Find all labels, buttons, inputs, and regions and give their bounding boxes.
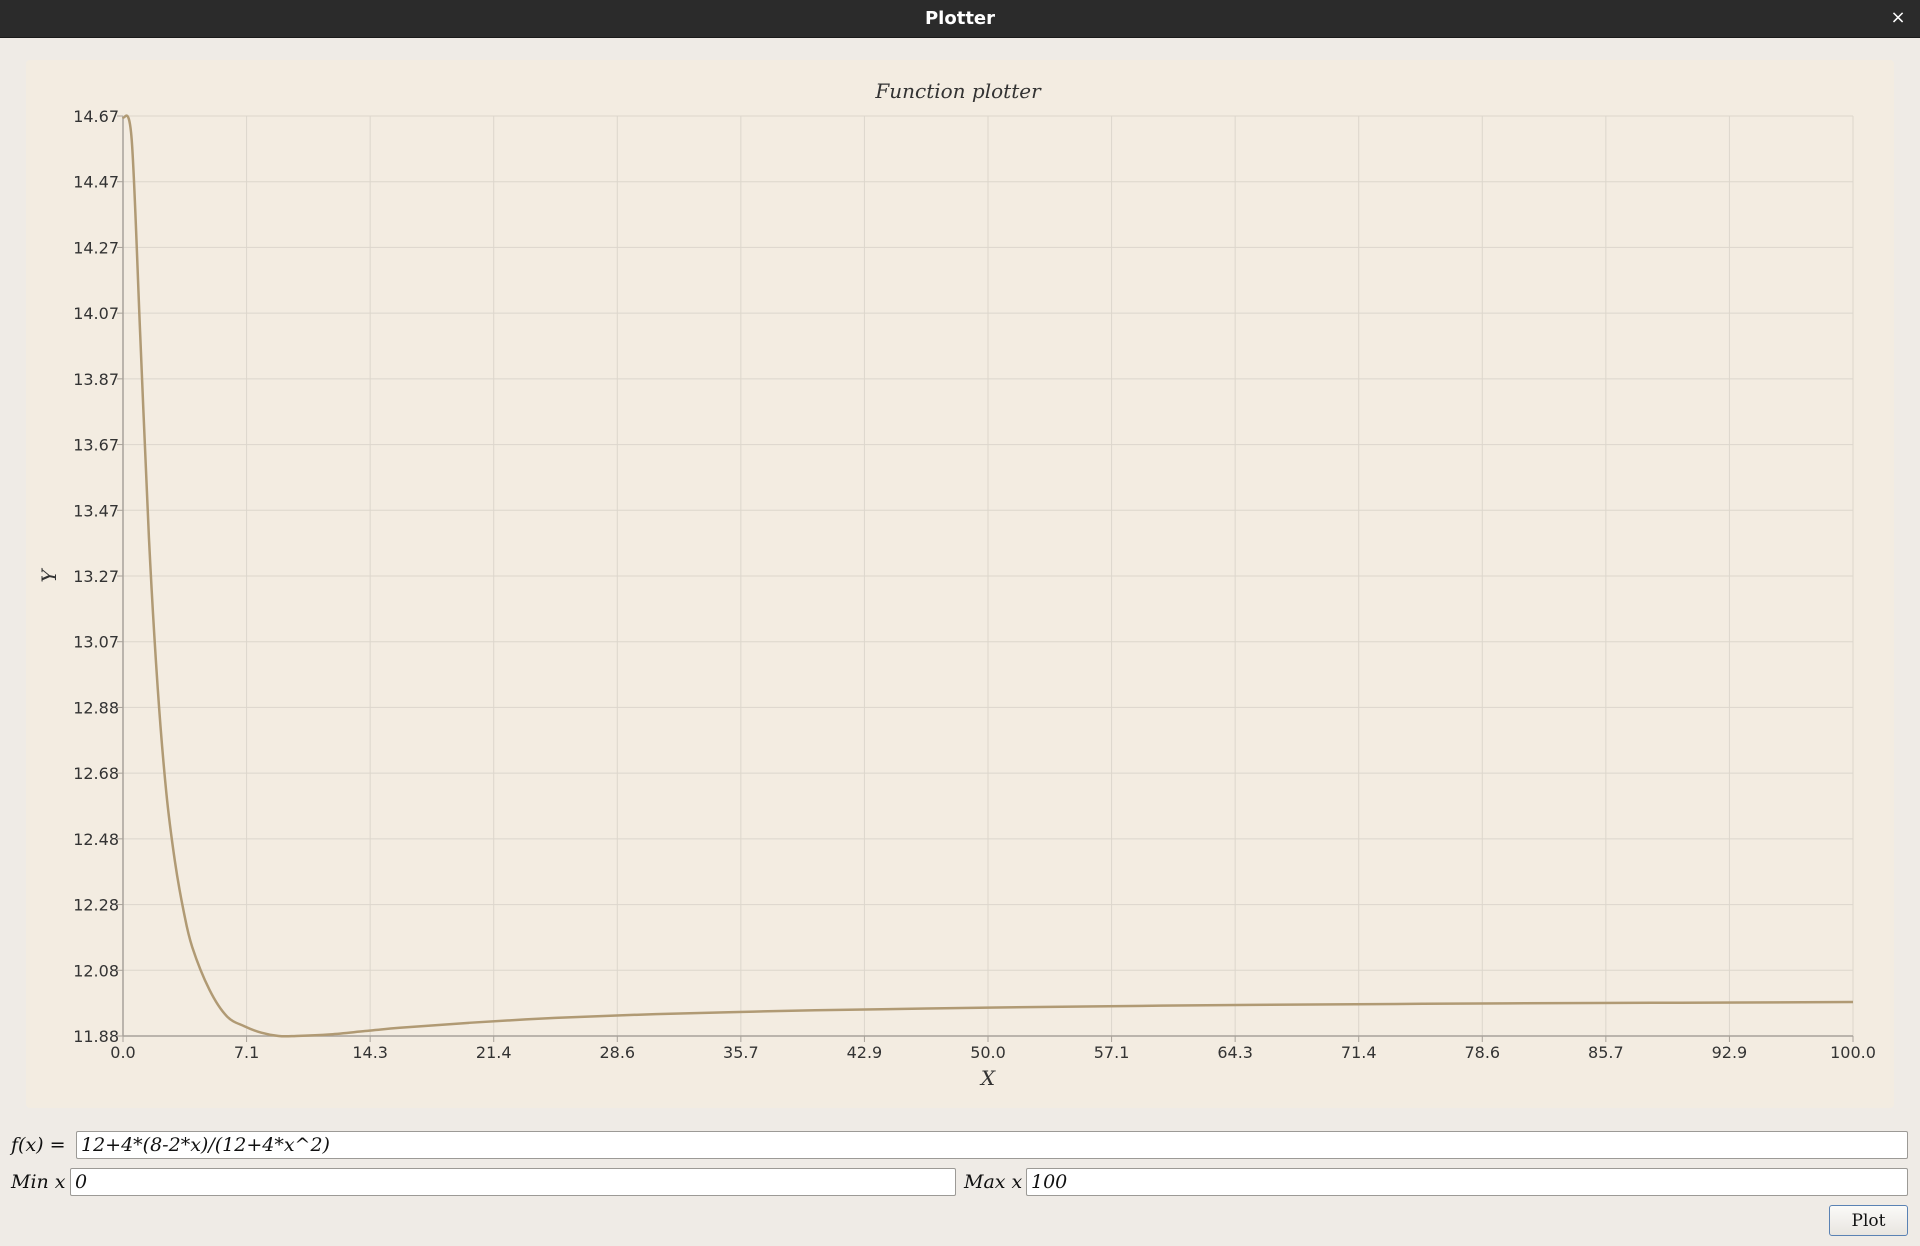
window-titlebar: Plotter × (0, 0, 1920, 38)
x-tick-label: 85.7 (1588, 1043, 1624, 1062)
y-tick-label: 14.27 (73, 238, 119, 257)
y-tick-label: 13.07 (73, 633, 119, 652)
close-icon[interactable]: × (1890, 7, 1906, 28)
y-axis-label: Y (37, 568, 61, 583)
y-tick-label: 12.88 (73, 698, 119, 717)
x-tick-label: 28.6 (599, 1043, 635, 1062)
x-axis-label: X (979, 1066, 996, 1090)
y-tick-label: 14.67 (73, 107, 119, 126)
x-tick-label: 71.4 (1341, 1043, 1377, 1062)
chart-series (121, 114, 1854, 1038)
minx-label: Min x (11, 1171, 66, 1193)
max-x-input[interactable] (1026, 1168, 1908, 1196)
function-chart: Function plotter 0.0 7.1 14.3 21.4 28.6 35.7 4… (37, 79, 1876, 1090)
x-tick-label: 0.0 (110, 1043, 135, 1062)
x-tick-label: 7.1 (234, 1043, 259, 1062)
y-tick-label: 12.08 (73, 961, 119, 980)
plot-button[interactable]: Plot (1829, 1205, 1908, 1236)
y-tick-label: 13.67 (73, 436, 119, 455)
y-tick-label: 12.28 (73, 896, 119, 915)
x-tick-label: 78.6 (1464, 1043, 1500, 1062)
x-tick-label: 100.0 (1830, 1043, 1876, 1062)
x-tick-label: 50.0 (970, 1043, 1006, 1062)
x-tick-label: 92.9 (1712, 1043, 1748, 1062)
chart-grid (122, 115, 1854, 1037)
range-row: Min x Max x (0, 1166, 1920, 1198)
chart-title: Function plotter (874, 79, 1042, 103)
maxx-label: Max x (964, 1171, 1023, 1193)
function-curve (121, 114, 1854, 1038)
function-input[interactable] (76, 1131, 1908, 1159)
x-tick-label: 35.7 (723, 1043, 759, 1062)
chart-panel: Function plotter 0.0 7.1 14.3 21.4 28.6 35.7 4… (26, 60, 1894, 1108)
y-tick-label: 14.07 (73, 304, 119, 323)
y-tick-label: 13.47 (73, 501, 119, 520)
y-tick-label: 11.88 (73, 1027, 119, 1046)
y-tick-label: 13.87 (73, 370, 119, 389)
x-tick-label: 21.4 (476, 1043, 512, 1062)
fx-label: f(x) = (11, 1134, 66, 1156)
y-tick-label: 12.68 (73, 764, 119, 783)
x-tick-label: 42.9 (847, 1043, 883, 1062)
x-tick-label: 57.1 (1094, 1043, 1130, 1062)
chart-ticks: 0.0 7.1 14.3 21.4 28.6 35.7 42.9 50.0 57.1 64.3 71… (73, 107, 1876, 1062)
y-tick-label: 14.47 (73, 173, 119, 192)
x-tick-label: 14.3 (352, 1043, 388, 1062)
y-tick-label: 13.27 (73, 567, 119, 586)
y-tick-label: 12.48 (73, 830, 119, 849)
min-x-input[interactable] (70, 1168, 956, 1196)
function-row: f(x) = (0, 1129, 1920, 1161)
window-title: Plotter (924, 8, 996, 29)
x-tick-label: 64.3 (1217, 1043, 1253, 1062)
